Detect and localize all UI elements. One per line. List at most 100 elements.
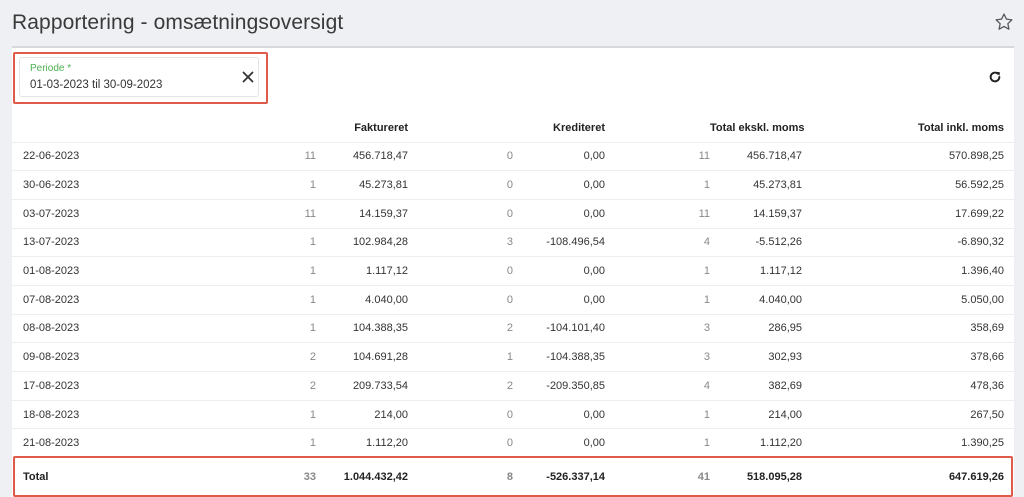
table-row[interactable]: 09-08-2023 2 104.691,28 1 -104.388,35 3 302,93… bbox=[12, 342, 1014, 372]
total-row: Total 33 1.044.432,42 8 -526.337,14 41 5… bbox=[12, 458, 1014, 496]
row-date: 18-08-2023 bbox=[23, 408, 80, 421]
row-total-incl-vat: -6.890,32 bbox=[957, 236, 1004, 249]
row-date: 01-08-2023 bbox=[23, 265, 80, 278]
row-credited-count: 0 bbox=[506, 437, 513, 450]
row-invoiced: 4.040,00 bbox=[365, 293, 408, 306]
row-credited-count: 2 bbox=[506, 322, 513, 335]
row-credited-count: 0 bbox=[506, 179, 513, 192]
row-credited: -209.350,85 bbox=[546, 379, 605, 392]
row-date: 13-07-2023 bbox=[23, 236, 80, 249]
row-total-excl-count: 3 bbox=[703, 322, 710, 335]
total-incl-vat: 647.619,26 bbox=[948, 470, 1004, 483]
total-invoiced-count: 33 bbox=[303, 470, 316, 483]
col-header-total-excl-count bbox=[605, 114, 710, 142]
row-invoiced: 214,00 bbox=[374, 408, 408, 421]
row-total-excl-vat: 214,00 bbox=[768, 408, 802, 421]
star-outline-icon[interactable] bbox=[994, 12, 1014, 32]
row-total-excl-count: 1 bbox=[703, 179, 710, 192]
row-date: 17-08-2023 bbox=[23, 379, 80, 392]
row-invoiced-count: 11 bbox=[304, 207, 316, 220]
row-credited: 0,00 bbox=[583, 179, 605, 192]
table-row[interactable]: 21-08-2023 1 1.112,20 0 0,00 1 1.112,20 1.390,2… bbox=[12, 428, 1014, 458]
row-total-excl-vat: 286,95 bbox=[768, 322, 802, 335]
page-header: Rapportering - omsætningsoversigt bbox=[0, 0, 1024, 46]
table-row[interactable]: 13-07-2023 1 102.984,28 3 -108.496,54 4 -5.512… bbox=[12, 228, 1014, 257]
period-value[interactable]: 01-03-2023 til 30-09-2023 bbox=[30, 79, 163, 91]
row-invoiced-count: 1 bbox=[309, 293, 316, 306]
total-invoiced: 1.044.432,42 bbox=[343, 470, 408, 483]
row-total-incl-vat: 267,50 bbox=[970, 408, 1004, 421]
period-field[interactable]: Periode * 01-03-2023 til 30-09-2023 bbox=[19, 57, 259, 97]
page-title: Rapportering - omsætningsoversigt bbox=[12, 11, 344, 34]
row-total-incl-vat: 378,66 bbox=[970, 351, 1004, 364]
row-invoiced-count: 1 bbox=[309, 408, 316, 421]
row-total-excl-count: 4 bbox=[703, 379, 710, 392]
total-excl-count: 41 bbox=[697, 470, 710, 483]
row-invoiced: 104.691,28 bbox=[352, 351, 408, 364]
col-header-invoiced-count bbox=[132, 114, 316, 142]
row-total-excl-count: 11 bbox=[698, 207, 710, 220]
row-invoiced: 1.117,12 bbox=[365, 265, 408, 278]
table-row[interactable]: 30-06-2023 1 45.273,81 0 0,00 1 45.273,81 56.59… bbox=[12, 170, 1014, 200]
row-credited-count: 0 bbox=[506, 150, 513, 163]
total-credited-count: 8 bbox=[506, 470, 513, 483]
table-row[interactable]: 01-08-2023 1 1.117,12 0 0,00 1 1.117,12 1.396,4… bbox=[12, 256, 1014, 286]
table-row[interactable]: 08-08-2023 1 104.388,35 2 -104.101,40 3 286,95… bbox=[12, 314, 1014, 343]
table-row[interactable]: 22-06-2023 11 456.718,47 0 0,00 11 456.718,47 5… bbox=[12, 142, 1014, 171]
table-row[interactable]: 18-08-2023 1 214,00 0 0,00 1 214,00 267,50 bbox=[12, 400, 1014, 429]
row-total-incl-vat: 478,36 bbox=[970, 379, 1004, 392]
row-total-excl-vat: 456.718,47 bbox=[746, 150, 802, 163]
col-header-total-incl-vat[interactable]: Total inkl. moms bbox=[918, 121, 1004, 134]
col-header-date bbox=[12, 114, 132, 142]
row-invoiced-count: 11 bbox=[304, 150, 316, 163]
row-total-excl-vat: 302,93 bbox=[768, 351, 802, 364]
table-row[interactable]: 03-07-2023 11 14.159,37 0 0,00 11 14.159,37 17.… bbox=[12, 199, 1014, 228]
total-excl-vat: 518.095,28 bbox=[746, 470, 802, 483]
row-credited: 0,00 bbox=[583, 150, 605, 163]
row-total-excl-count: 1 bbox=[703, 408, 710, 421]
row-date: 07-08-2023 bbox=[23, 293, 80, 306]
refresh-icon[interactable] bbox=[988, 70, 1002, 84]
row-total-excl-count: 4 bbox=[703, 236, 710, 249]
row-date: 22-06-2023 bbox=[23, 150, 80, 163]
col-header-credited[interactable]: Krediteret bbox=[553, 121, 605, 134]
row-total-excl-vat: 14.159,37 bbox=[753, 207, 802, 220]
table-header-row: Faktureret Krediteret Total ekskl. moms … bbox=[12, 114, 1014, 142]
row-total-excl-count: 1 bbox=[703, 293, 710, 306]
row-credited: 0,00 bbox=[583, 265, 605, 278]
row-total-excl-count: 3 bbox=[703, 351, 710, 364]
row-total-excl-vat: 382,69 bbox=[768, 379, 802, 392]
row-total-excl-vat: 1.112,20 bbox=[759, 437, 802, 450]
row-invoiced-count: 2 bbox=[309, 351, 316, 364]
row-credited-count: 0 bbox=[506, 265, 513, 278]
col-header-invoiced[interactable]: Faktureret bbox=[354, 121, 408, 134]
row-total-excl-vat: 45.273,81 bbox=[753, 179, 802, 192]
row-credited-count: 0 bbox=[506, 408, 513, 421]
row-credited-count: 0 bbox=[506, 207, 513, 220]
revenue-table: Faktureret Krediteret Total ekskl. moms … bbox=[12, 114, 1014, 496]
row-credited: -104.101,40 bbox=[546, 322, 605, 335]
row-invoiced: 209.733,54 bbox=[352, 379, 408, 392]
row-credited-count: 3 bbox=[506, 236, 513, 249]
col-header-credited-count bbox=[408, 114, 513, 142]
row-total-incl-vat: 1.390,25 bbox=[961, 437, 1004, 450]
row-credited-count: 0 bbox=[506, 293, 513, 306]
table-row[interactable]: 17-08-2023 2 209.733,54 2 -209.350,85 4 382,69… bbox=[12, 371, 1014, 401]
row-total-excl-count: 1 bbox=[703, 265, 710, 278]
row-invoiced-count: 1 bbox=[309, 322, 316, 335]
row-total-incl-vat: 570.898,25 bbox=[948, 150, 1004, 163]
period-label: Periode * bbox=[30, 63, 72, 74]
row-credited: -104.388,35 bbox=[546, 351, 605, 364]
row-date: 21-08-2023 bbox=[23, 437, 80, 450]
row-credited: -108.496,54 bbox=[546, 236, 605, 249]
row-invoiced-count: 1 bbox=[309, 179, 316, 192]
row-credited-count: 2 bbox=[506, 379, 513, 392]
table-row[interactable]: 07-08-2023 1 4.040,00 0 0,00 1 4.040,00 5.050,0… bbox=[12, 285, 1014, 314]
row-credited: 0,00 bbox=[583, 207, 605, 220]
row-total-incl-vat: 56.592,25 bbox=[955, 179, 1004, 192]
row-invoiced-count: 1 bbox=[309, 437, 316, 450]
row-invoiced-count: 1 bbox=[309, 265, 316, 278]
report-card: Periode * 01-03-2023 til 30-09-2023 Fakt… bbox=[12, 46, 1014, 497]
col-header-total-excl-vat[interactable]: Total ekskl. moms bbox=[710, 121, 805, 134]
close-icon[interactable] bbox=[242, 71, 254, 83]
